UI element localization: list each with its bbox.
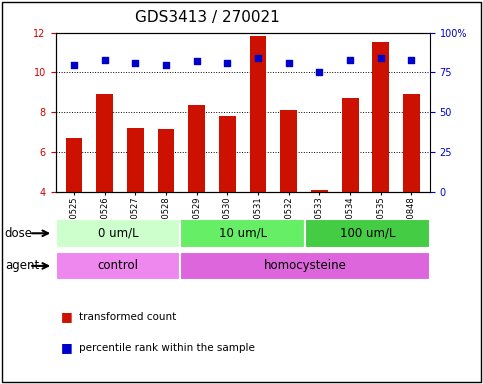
Bar <box>372 41 389 192</box>
Bar <box>157 129 174 192</box>
Text: 10 um/L: 10 um/L <box>219 227 267 240</box>
Bar <box>96 94 113 192</box>
Bar <box>311 190 328 192</box>
Point <box>315 70 323 76</box>
Bar <box>188 105 205 192</box>
Point <box>346 57 354 63</box>
Bar <box>403 94 420 192</box>
Text: transformed count: transformed count <box>79 312 176 322</box>
Bar <box>305 219 430 248</box>
Bar <box>280 110 297 192</box>
Bar <box>219 116 236 192</box>
Text: control: control <box>98 260 139 272</box>
Bar <box>66 138 83 192</box>
Point <box>70 61 78 68</box>
Point <box>162 61 170 68</box>
Point <box>408 57 415 63</box>
Point <box>254 55 262 61</box>
Text: homocysteine: homocysteine <box>264 260 346 272</box>
Point <box>131 60 139 66</box>
Text: agent: agent <box>5 260 39 272</box>
Text: 100 um/L: 100 um/L <box>340 227 395 240</box>
Bar <box>56 219 180 248</box>
Text: percentile rank within the sample: percentile rank within the sample <box>79 343 255 353</box>
Bar <box>127 128 144 192</box>
Text: dose: dose <box>5 227 33 240</box>
Point <box>377 55 384 61</box>
Point <box>101 57 109 63</box>
Bar <box>56 252 180 280</box>
Text: GDS3413 / 270021: GDS3413 / 270021 <box>135 10 280 25</box>
Text: 0 um/L: 0 um/L <box>98 227 138 240</box>
Text: ■: ■ <box>60 310 72 323</box>
Bar <box>180 219 305 248</box>
Text: ■: ■ <box>60 341 72 354</box>
Point <box>285 60 293 66</box>
Bar <box>341 98 358 192</box>
Point <box>193 58 200 65</box>
Point <box>224 60 231 66</box>
Bar <box>250 36 267 192</box>
Bar <box>180 252 430 280</box>
